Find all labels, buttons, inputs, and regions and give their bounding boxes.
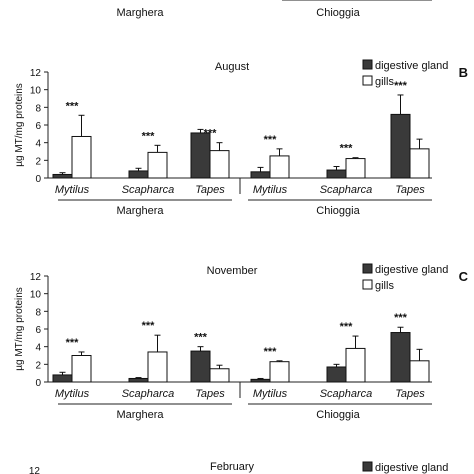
x-tick-label: Mytilus xyxy=(55,184,90,196)
bar xyxy=(409,148,430,179)
significance-mark: *** xyxy=(194,332,208,344)
bar xyxy=(345,158,366,179)
significance-mark: *** xyxy=(204,128,218,140)
legend-swatch xyxy=(362,279,373,290)
panels-layer: August B 0 2 4 6 8 10 12 µg MT/mg proteins digesti… xyxy=(14,59,469,474)
top-strip: Marghera Chioggia xyxy=(116,0,432,19)
bar xyxy=(250,378,271,383)
legend-label: digestive gland xyxy=(375,462,448,474)
group-label: Chioggia xyxy=(316,409,360,421)
y-tick-label: 0 xyxy=(35,378,41,389)
x-tick-label: Tapes xyxy=(195,388,225,400)
bar xyxy=(71,355,92,383)
significance-mark: *** xyxy=(66,100,80,112)
significance-mark: *** xyxy=(264,346,278,358)
y-tick-label: 8 xyxy=(35,307,41,318)
legend-label: digestive gland xyxy=(375,60,448,72)
x-tick-label: Scapharca xyxy=(122,184,175,196)
y-axis-label: µg MT/mg proteins xyxy=(14,83,25,167)
bar xyxy=(128,377,149,383)
bar xyxy=(190,350,211,383)
bar xyxy=(52,374,73,383)
x-tick-label: Tapes xyxy=(195,184,225,196)
y-tick-label: 8 xyxy=(35,103,41,114)
y-tick-label: 0 xyxy=(35,174,41,185)
bar xyxy=(269,155,290,179)
bar xyxy=(269,361,290,383)
group-label: Chioggia xyxy=(316,205,360,217)
significance-mark: *** xyxy=(340,321,354,333)
significance-mark: *** xyxy=(394,80,408,92)
panel-letter: C xyxy=(459,269,469,284)
bar xyxy=(390,113,411,179)
y-tick-label: 10 xyxy=(30,86,42,97)
x-tick-label: Mytilus xyxy=(253,184,288,196)
legend-swatch xyxy=(362,263,373,274)
legend-swatch xyxy=(362,59,373,70)
legend-swatch xyxy=(362,75,373,86)
panel-title: November xyxy=(207,265,258,277)
bar xyxy=(71,135,92,179)
bar xyxy=(147,151,168,179)
panel-letter: B xyxy=(459,65,468,80)
bar xyxy=(409,360,430,383)
legend-label: gills xyxy=(375,280,394,292)
x-tick-label: Scapharca xyxy=(320,388,373,400)
panel-b: August B 0 2 4 6 8 10 12 µg MT/mg proteins digesti… xyxy=(14,59,468,217)
y-tick-label: 2 xyxy=(35,156,41,167)
significance-mark: *** xyxy=(142,320,156,332)
y-tick-label: 12 xyxy=(29,466,41,474)
panel-partial: February 12 digestive gland xyxy=(29,461,449,474)
significance-mark: *** xyxy=(264,134,278,146)
bar xyxy=(326,169,347,179)
y-tick-label: 4 xyxy=(35,343,41,354)
y-tick-label: 12 xyxy=(30,68,42,79)
x-tick-label: Scapharca xyxy=(320,184,373,196)
y-axis-label: µg MT/mg proteins xyxy=(14,287,25,371)
bar xyxy=(52,173,73,179)
group-label: Marghera xyxy=(116,205,164,217)
bar xyxy=(326,366,347,383)
y-tick-label: 6 xyxy=(35,325,41,336)
bar xyxy=(128,170,149,179)
legend-swatch xyxy=(362,461,373,472)
x-tick-label: Tapes xyxy=(395,388,425,400)
significance-mark: *** xyxy=(340,143,354,155)
top-strip-site-left: Marghera xyxy=(116,7,164,19)
x-tick-label: Tapes xyxy=(395,184,425,196)
y-tick-label: 12 xyxy=(30,272,42,283)
bar xyxy=(250,171,271,179)
bar xyxy=(209,368,230,383)
x-tick-label: Mytilus xyxy=(55,388,90,400)
legend-label: gills xyxy=(375,76,394,88)
significance-mark: *** xyxy=(142,130,156,142)
y-tick-label: 2 xyxy=(35,360,41,371)
significance-mark: *** xyxy=(66,337,80,349)
group-label: Marghera xyxy=(116,409,164,421)
panel-c: November C 0 2 4 6 8 10 12 µg MT/mg proteins diges… xyxy=(14,263,469,421)
y-tick-label: 6 xyxy=(35,121,41,132)
bar xyxy=(209,150,230,179)
x-tick-label: Scapharca xyxy=(122,388,175,400)
bar xyxy=(390,332,411,383)
x-tick-label: Mytilus xyxy=(253,388,288,400)
y-tick-label: 4 xyxy=(35,139,41,150)
bar xyxy=(345,347,366,383)
top-strip-site-right: Chioggia xyxy=(316,7,360,19)
bar xyxy=(190,132,211,179)
bar xyxy=(147,351,168,383)
legend-label: digestive gland xyxy=(375,264,448,276)
significance-mark: *** xyxy=(394,312,408,324)
panel-title: August xyxy=(215,61,249,73)
panel-title: February xyxy=(210,461,255,473)
y-tick-label: 10 xyxy=(30,290,42,301)
